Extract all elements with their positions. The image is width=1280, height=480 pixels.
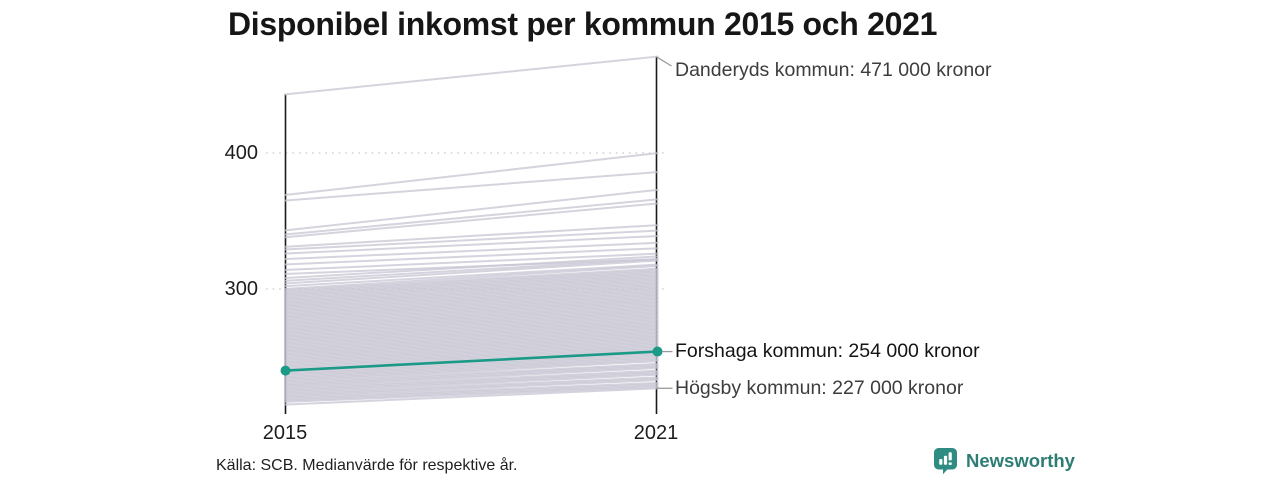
y-axis-tick-400: 400 xyxy=(224,142,258,164)
chart-title: Disponibel inkomst per kommun 2015 och 2… xyxy=(228,6,938,42)
annotation-danderyd: Danderyds kommun: 471 000 kronor xyxy=(675,59,992,81)
y-axis-tick-300: 300 xyxy=(224,278,258,300)
x-axis-tick-2015: 2015 xyxy=(262,422,308,444)
annotation-forshaga: Forshaga kommun: 254 000 kronor xyxy=(675,340,980,362)
newsworthy-logo: Newsworthy xyxy=(933,447,1075,475)
annotation-hogsby: Högsby kommun: 227 000 kronor xyxy=(675,377,964,399)
source-note: Källa: SCB. Medianvärde för respektive å… xyxy=(216,457,518,474)
newsworthy-pin-barchart-icon xyxy=(933,447,958,475)
x-axis-tick-2021: 2021 xyxy=(633,422,679,444)
newsworthy-wordmark: Newsworthy xyxy=(966,450,1075,471)
